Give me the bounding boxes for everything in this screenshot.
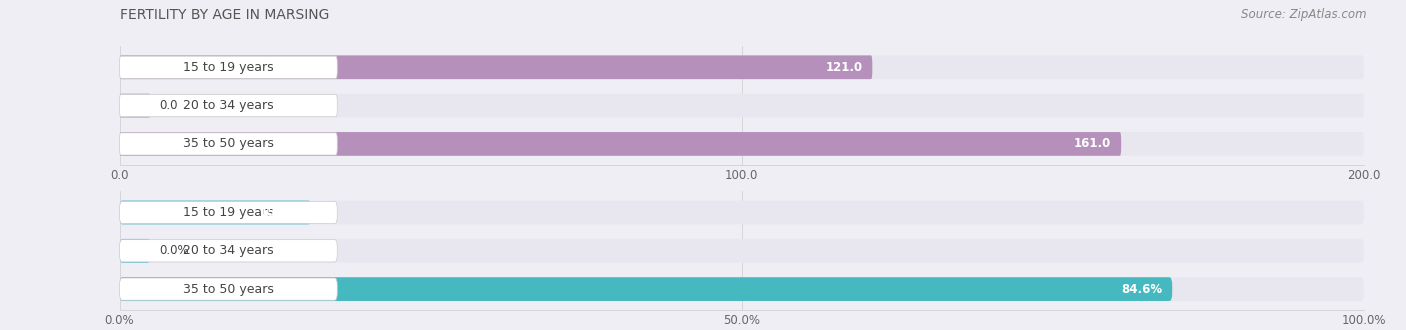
Text: 121.0: 121.0 bbox=[825, 61, 862, 74]
FancyBboxPatch shape bbox=[120, 132, 1121, 156]
FancyBboxPatch shape bbox=[120, 94, 337, 117]
Text: 15.4%: 15.4% bbox=[260, 206, 301, 219]
Text: FERTILITY BY AGE IN MARSING: FERTILITY BY AGE IN MARSING bbox=[120, 8, 329, 22]
Text: 0.0%: 0.0% bbox=[159, 244, 188, 257]
FancyBboxPatch shape bbox=[120, 240, 337, 262]
FancyBboxPatch shape bbox=[120, 201, 311, 224]
FancyBboxPatch shape bbox=[120, 278, 337, 300]
Text: 15 to 19 years: 15 to 19 years bbox=[183, 61, 274, 74]
FancyBboxPatch shape bbox=[120, 133, 337, 155]
FancyBboxPatch shape bbox=[120, 201, 1364, 224]
FancyBboxPatch shape bbox=[120, 94, 150, 117]
FancyBboxPatch shape bbox=[120, 55, 872, 79]
FancyBboxPatch shape bbox=[120, 94, 1364, 117]
Text: 0.0: 0.0 bbox=[159, 99, 177, 112]
Text: Source: ZipAtlas.com: Source: ZipAtlas.com bbox=[1241, 8, 1367, 21]
Text: 161.0: 161.0 bbox=[1074, 137, 1111, 150]
Text: 20 to 34 years: 20 to 34 years bbox=[183, 99, 274, 112]
Text: 84.6%: 84.6% bbox=[1121, 282, 1163, 296]
FancyBboxPatch shape bbox=[120, 56, 337, 79]
Text: 35 to 50 years: 35 to 50 years bbox=[183, 137, 274, 150]
FancyBboxPatch shape bbox=[120, 239, 150, 263]
FancyBboxPatch shape bbox=[120, 277, 1173, 301]
FancyBboxPatch shape bbox=[120, 201, 337, 224]
Text: 20 to 34 years: 20 to 34 years bbox=[183, 244, 274, 257]
FancyBboxPatch shape bbox=[120, 239, 1364, 263]
FancyBboxPatch shape bbox=[120, 55, 1364, 79]
FancyBboxPatch shape bbox=[120, 132, 1364, 156]
Text: 35 to 50 years: 35 to 50 years bbox=[183, 282, 274, 296]
Text: 15 to 19 years: 15 to 19 years bbox=[183, 206, 274, 219]
FancyBboxPatch shape bbox=[120, 277, 1364, 301]
